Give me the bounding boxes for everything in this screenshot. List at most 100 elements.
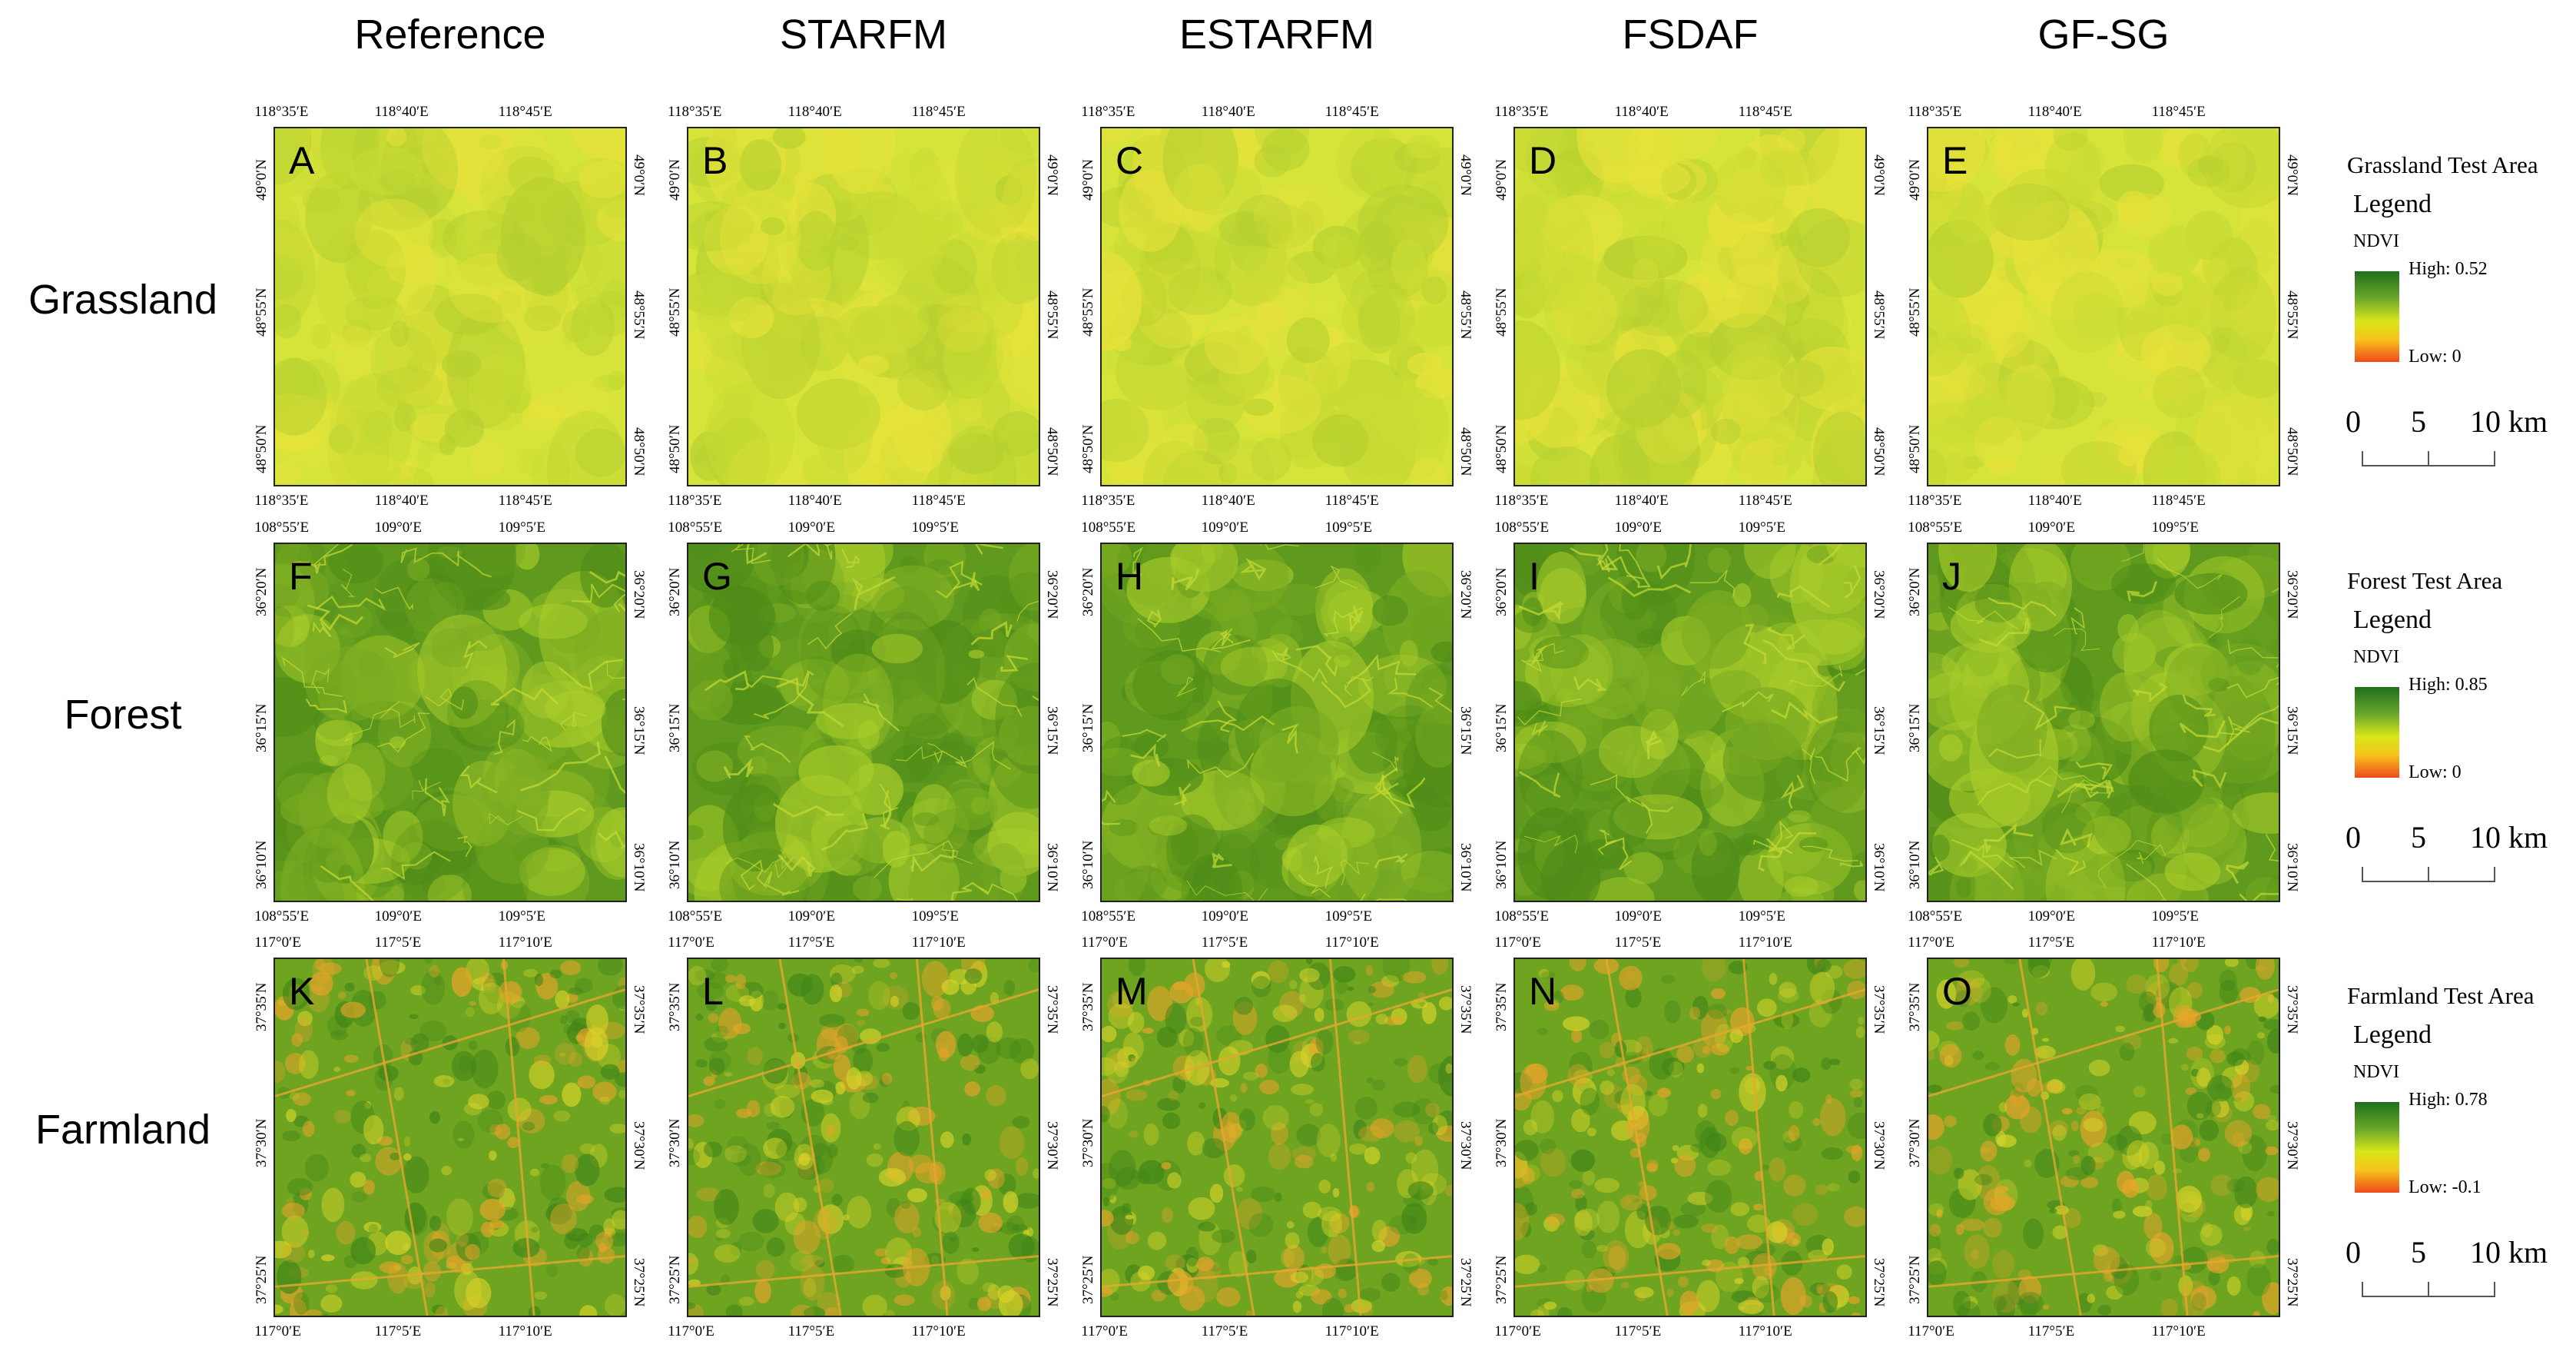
ndvi-patch	[1555, 688, 1573, 703]
ndvi-patch	[1603, 235, 1688, 280]
ndvi-patch	[1123, 865, 1168, 901]
ndvi-patch	[818, 1014, 845, 1027]
bottom-tick-label: 117°0′E	[1908, 1323, 1954, 1339]
ndvi-patch	[1515, 1202, 1530, 1240]
ndvi-patch	[1354, 1096, 1378, 1120]
ndvi-patch	[714, 1244, 741, 1263]
ndvi-patch	[1642, 1048, 1649, 1055]
ndvi-patch	[770, 1095, 795, 1118]
ndvi-patch	[1787, 810, 1811, 823]
left-tick-label: 37°35′N	[667, 982, 683, 1031]
ndvi-patch	[1816, 959, 1832, 973]
ndvi-patch	[1351, 137, 1417, 198]
ndvi-patch	[1427, 1258, 1439, 1266]
valley-line	[1607, 576, 1692, 597]
ndvi-patch	[851, 965, 864, 974]
left-tick-label: 37°30′N	[1080, 1118, 1096, 1168]
ndvi-patch	[1770, 447, 1790, 466]
right-tick-label: 37°25′N	[1044, 1258, 1060, 1307]
ndvi-patch	[351, 1144, 366, 1158]
ndvi-patch	[2080, 391, 2107, 407]
valley-line	[2157, 558, 2223, 589]
ndvi-patch	[325, 1284, 338, 1293]
ndvi-patch	[714, 1099, 726, 1110]
ndvi-patch	[1515, 1157, 1530, 1189]
bottom-tick-label: 108°55′E	[1081, 908, 1136, 924]
right-tick-label: 36°10′N	[1044, 843, 1060, 892]
ndvi-patch	[1290, 1271, 1309, 1283]
ndvi-patch	[2017, 1292, 2044, 1315]
ndvi-patch	[293, 1292, 310, 1315]
ndvi-patch	[1425, 1102, 1441, 1117]
ndvi-patch	[1253, 186, 1324, 250]
ndvi-patch	[615, 1228, 625, 1242]
ndvi-patch	[873, 959, 890, 968]
ndvi-patch	[1102, 1197, 1110, 1207]
ndvi-patch	[1551, 279, 1618, 346]
ndvi-patch	[320, 1254, 335, 1262]
valley-line	[588, 570, 625, 584]
ndvi-patch	[688, 544, 758, 595]
ndvi-patch	[2149, 694, 2209, 762]
ndvi-patch	[905, 417, 947, 454]
ndvi-patch	[866, 1153, 884, 1167]
ndvi-patch	[949, 1191, 974, 1206]
ndvi-patch	[929, 1161, 946, 1185]
ndvi-patch	[1984, 397, 2012, 437]
left-tick-label: 36°20′N	[667, 567, 683, 616]
right-tick-label: 48°50′N	[1044, 427, 1060, 476]
legend-title: Forest Test Area	[2347, 567, 2503, 594]
ndvi-patch	[695, 969, 715, 982]
left-tick-label: 48°50′N	[1494, 424, 1510, 474]
ndvi-patch	[1375, 1014, 1388, 1025]
ndvi-patch	[2119, 1042, 2135, 1061]
ndvi-patch	[1012, 1116, 1030, 1129]
ndvi-patch	[1569, 1180, 1583, 1189]
ndvi-patch	[1657, 1087, 1671, 1098]
ndvi-patch	[1964, 986, 1981, 1000]
panel-letter: N	[1529, 970, 1557, 1013]
ndvi-patch	[2024, 1159, 2032, 1167]
ndvi-patch	[971, 1034, 989, 1054]
ndvi-patch	[1169, 544, 1215, 576]
ndvi-patch	[1540, 1148, 1566, 1177]
ndvi-patch	[1132, 259, 1213, 349]
ndvi-patch	[1348, 1029, 1371, 1044]
ndvi-patch	[1928, 1114, 1944, 1140]
ndvi-patch	[688, 1147, 701, 1166]
bottom-tick-label: 109°5′E	[498, 908, 545, 924]
ndvi-patch	[934, 1202, 962, 1234]
ndvi-patch	[1000, 128, 1039, 154]
right-tick-label: 48°50′N	[1457, 427, 1474, 476]
bottom-tick-label: 109°5′E	[911, 908, 959, 924]
ndvi-patch	[2153, 366, 2206, 419]
right-tick-label: 49°0′N	[2284, 154, 2300, 196]
ndvi-patch	[874, 1248, 888, 1257]
ndvi-patch	[1299, 968, 1320, 983]
valley-line	[1281, 723, 1299, 754]
valley-line	[1181, 715, 1275, 732]
ndvi-patch	[1116, 1047, 1139, 1068]
ndvi-patch	[857, 1074, 879, 1090]
ndvi-patch	[2232, 1131, 2245, 1147]
ndvi-patch	[696, 750, 733, 782]
bottom-tick-label: 117°10′E	[1738, 1323, 1792, 1339]
ndvi-patch	[2253, 994, 2279, 1019]
ndvi-patch	[952, 1199, 976, 1228]
ndvi-color-ramp	[2355, 1102, 2399, 1193]
ndvi-patch	[2214, 334, 2230, 354]
ndvi-patch	[585, 1004, 608, 1036]
ndvi-patch	[1216, 1286, 1241, 1307]
ndvi-patch	[275, 606, 295, 653]
ndvi-patch	[1730, 1202, 1750, 1217]
ndvi-patch	[1365, 964, 1374, 976]
ndvi-patch	[1953, 1167, 1964, 1180]
ndvi-patch	[2046, 1080, 2066, 1094]
top-tick-label: 118°45′E	[911, 104, 966, 120]
ndvi-patch	[1375, 387, 1450, 453]
ndvi-patch	[1402, 1253, 1420, 1273]
ndvi-patch	[519, 603, 588, 639]
ndvi-patch	[2097, 1105, 2105, 1115]
top-tick-label: 109°0′E	[2027, 519, 2075, 536]
ndvi-patch	[1574, 1208, 1600, 1232]
